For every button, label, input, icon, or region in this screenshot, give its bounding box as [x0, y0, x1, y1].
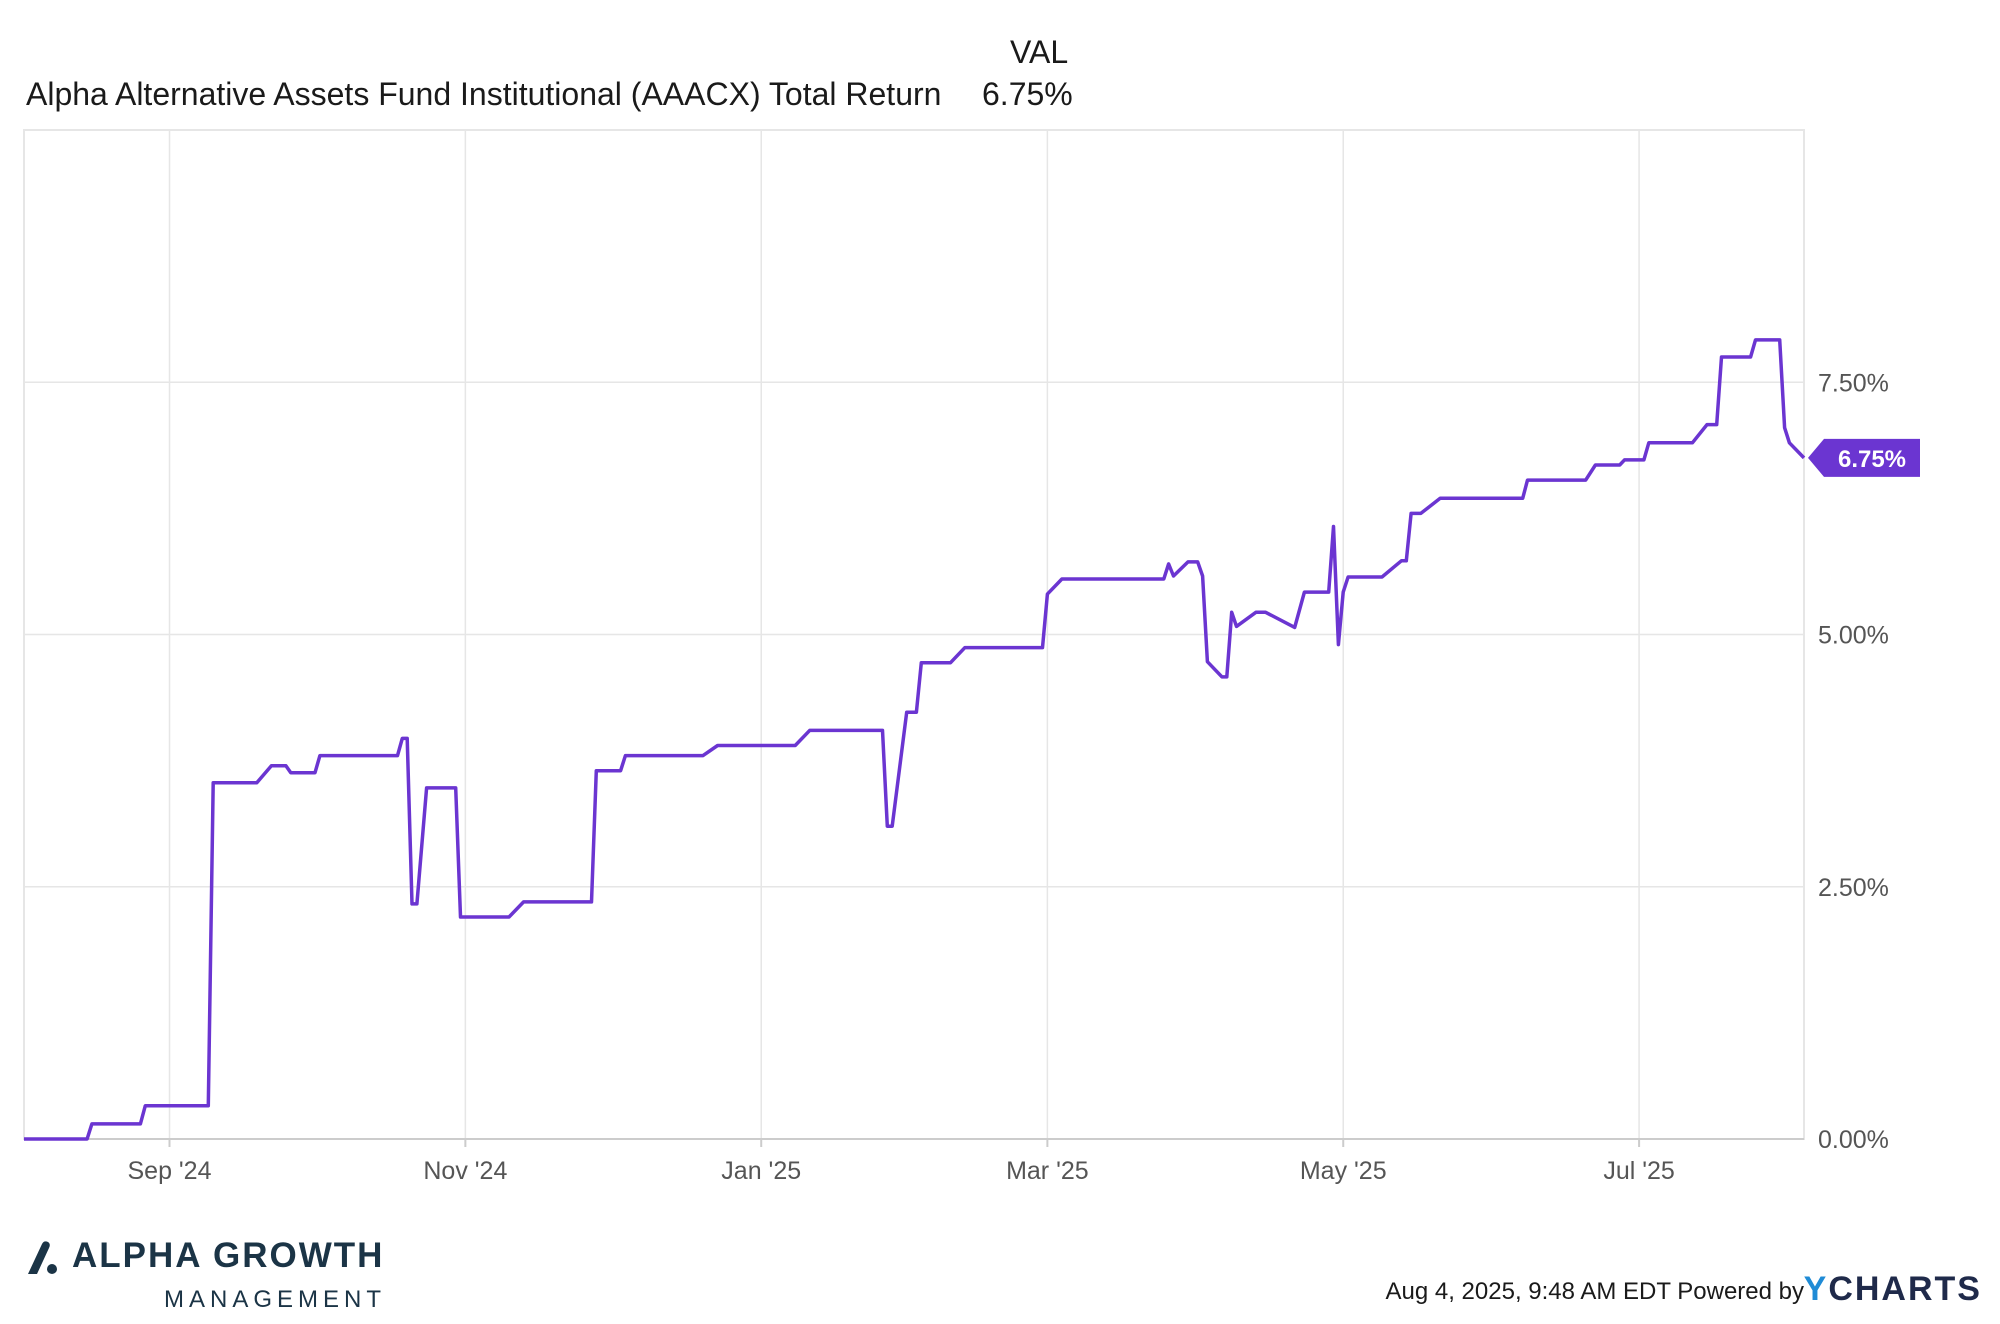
chart-area: Sep '24 Nov '24 Jan '25 Mar '25 May '25 Jul '… — [23, 129, 1920, 1185]
x-tick-label: Mar '25 — [1006, 1157, 1089, 1185]
ycharts-logo-rest: CHARTS — [1828, 1270, 1982, 1308]
x-gridlines — [168, 130, 1641, 1147]
ycharts-logo[interactable]: YCHARTS — [1804, 1270, 1982, 1309]
brand-subtitle: MANAGEMENT — [164, 1286, 387, 1313]
series-line — [24, 338, 1806, 1141]
end-value-badge — [1808, 438, 1920, 477]
powered-by-text: Powered by — [1677, 1278, 1804, 1305]
x-tick-label: May '25 — [1300, 1157, 1387, 1185]
y-tick-label: 2.50% — [1818, 874, 1889, 902]
x-tick-label: Sep '24 — [127, 1157, 211, 1185]
alpha-growth-logo-mark-icon — [28, 1241, 57, 1274]
ycharts-logo-y: Y — [1803, 1270, 1829, 1308]
x-tick-label: Jan '25 — [721, 1157, 801, 1185]
x-axis-labels: Sep '24 Nov '24 Jan '25 Mar '25 May '25 Jul '… — [127, 1157, 1674, 1185]
y-tick-label: 7.50% — [1818, 369, 1889, 397]
x-tick-label: Nov '24 — [423, 1157, 507, 1185]
end-value-marker: 6.75% — [1808, 438, 1920, 477]
legend-series-value: 6.75% — [982, 76, 1073, 112]
timestamp-text: Aug 4, 2025, 9:48 AM EDT — [1385, 1278, 1671, 1305]
x-tick-label: Jul '25 — [1603, 1157, 1674, 1185]
y-tick-label: 5.00% — [1818, 622, 1889, 650]
y-gridlines — [24, 381, 1804, 888]
y-axis-labels: 0.00% 2.50% 5.00% 7.50% — [1818, 369, 1889, 1154]
legend-value-header: VAL — [1010, 34, 1069, 70]
y-tick-label: 0.00% — [1818, 1126, 1889, 1154]
legend-series-label: Alpha Alternative Assets Fund Institutio… — [26, 76, 942, 112]
end-value-label: 6.75% — [1838, 446, 1906, 473]
footer-timestamp: Aug 4, 2025, 9:48 AM EDT Powered by — [1386, 1278, 1805, 1306]
brand-name: ALPHA GROWTH — [72, 1236, 385, 1275]
